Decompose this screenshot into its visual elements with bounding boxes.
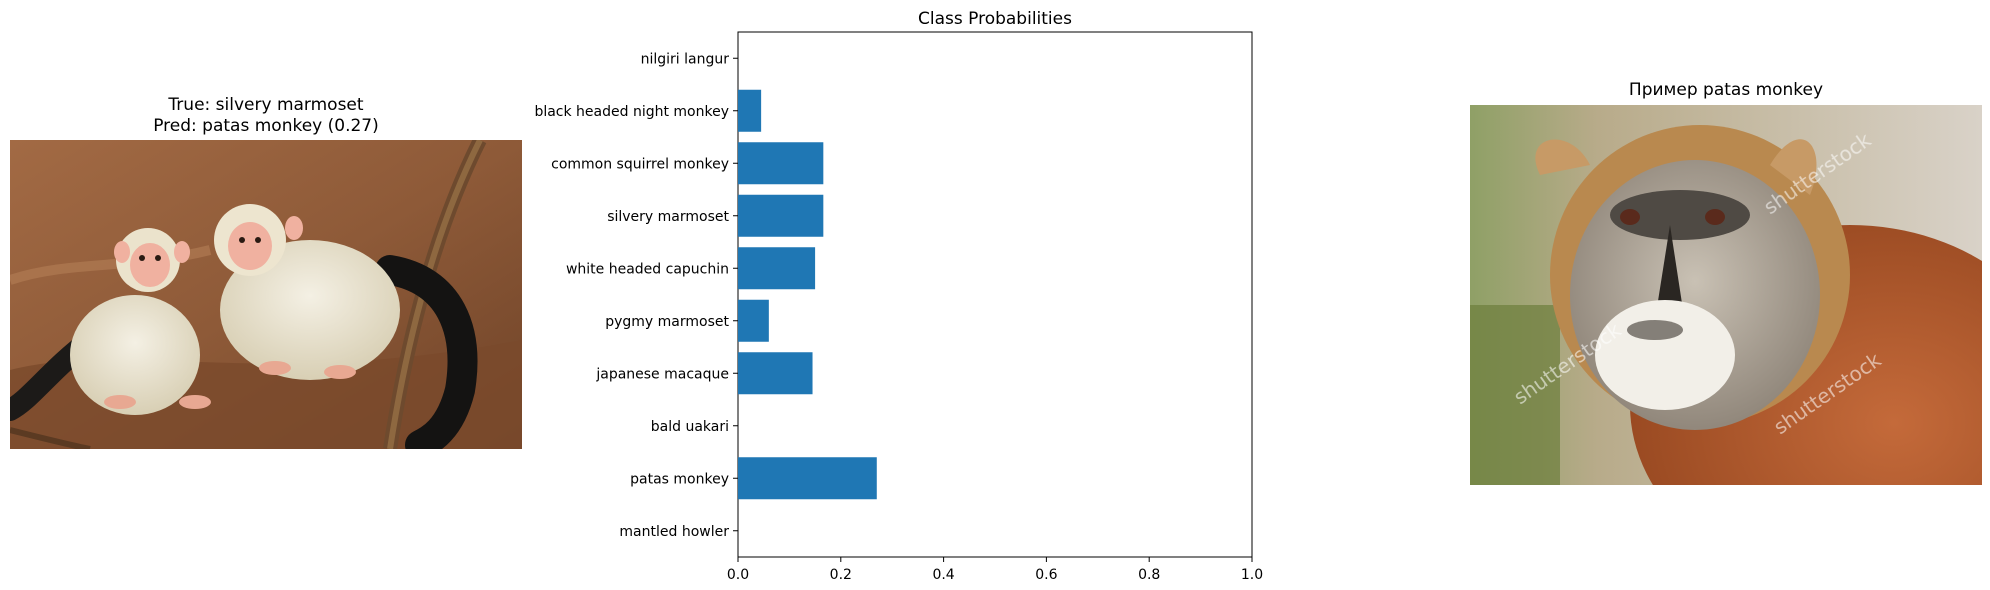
y-tick-label: silvery marmoset: [607, 209, 729, 225]
bars-group: [738, 89, 877, 500]
bar-black-headed-night-monkey: [738, 89, 762, 132]
bar-common-squirrel-monkey: [738, 142, 824, 185]
marmoset-photo: [10, 140, 522, 449]
bar-silvery-marmoset: [738, 194, 824, 237]
y-tick-label: mantled howler: [619, 524, 729, 540]
bar-white-headed-capuchin: [738, 247, 816, 290]
y-tick-label: pygmy marmoset: [605, 314, 729, 330]
left-panel-title: True: silvery marmoset Pred: patas monke…: [10, 95, 522, 137]
x-tick-label: 1.0: [1241, 567, 1263, 583]
x-tick-label: 0.2: [830, 567, 852, 583]
x-tick-label: 0.0: [727, 567, 749, 583]
bar-pygmy-marmoset: [738, 299, 769, 342]
y-tick-group: mantled howler patas monkey bald uakari jap…: [534, 51, 738, 540]
true-label: True: silvery marmoset: [168, 95, 364, 115]
y-tick-label: nilgiri langur: [641, 51, 730, 67]
x-tick-label: 0.8: [1138, 567, 1160, 583]
marmoset-illustration: [10, 140, 522, 449]
x-tick-label: 0.6: [1035, 567, 1057, 583]
bar-japanese-macaque: [738, 352, 813, 395]
y-tick-label: black headed night monkey: [534, 104, 729, 120]
y-tick-label: bald uakari: [651, 419, 729, 435]
patas-monkey-illustration: shutterstock shutterstock shutterstock: [1470, 105, 1982, 485]
x-tick-label: 0.4: [932, 567, 954, 583]
patas-monkey-photo: shutterstock shutterstock shutterstock: [1470, 105, 1982, 485]
chart-title: Class Probabilities: [918, 9, 1072, 29]
plot-frame: [737, 31, 1253, 558]
y-tick-label: patas monkey: [630, 471, 729, 487]
y-tick-label: white headed capuchin: [566, 261, 729, 277]
bar-patas-monkey: [738, 457, 877, 500]
y-tick-label: common squirrel monkey: [551, 156, 729, 172]
x-tick-group: 0.0 0.2 0.4 0.6 0.8 1.0: [727, 557, 1263, 583]
pred-label: Pred: patas monkey (0.27): [153, 116, 379, 136]
y-tick-label: japanese macaque: [595, 366, 729, 382]
right-panel-title: Пример patas monkey: [1628, 80, 1824, 100]
